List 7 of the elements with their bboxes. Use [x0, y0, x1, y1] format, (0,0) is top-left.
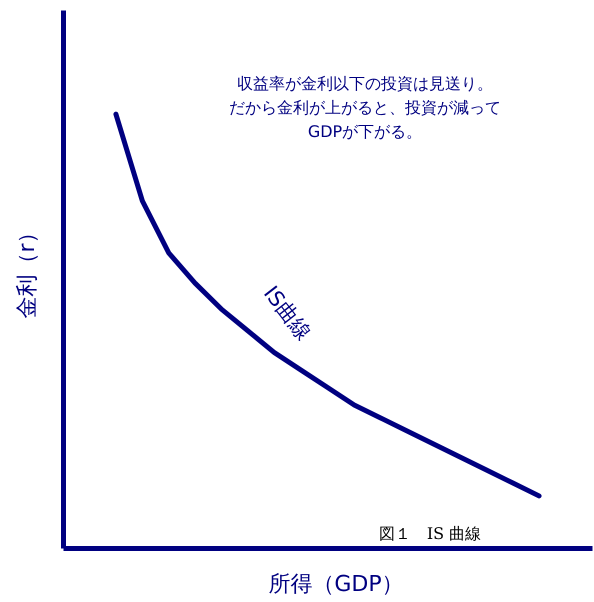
text: 収益率が金利以下の投資は見送り。 — [237, 74, 493, 93]
x-axis-title: 所得（GDP） — [268, 572, 404, 597]
text: IS曲線 — [258, 281, 316, 345]
annotation: 図１ IS 曲線 — [378, 524, 482, 543]
annotation: だから金利が上がると、投資が減って — [229, 98, 501, 117]
annotation: GDPが下がる。 — [308, 122, 422, 141]
y-axis-title: 金利（r） — [15, 221, 40, 319]
